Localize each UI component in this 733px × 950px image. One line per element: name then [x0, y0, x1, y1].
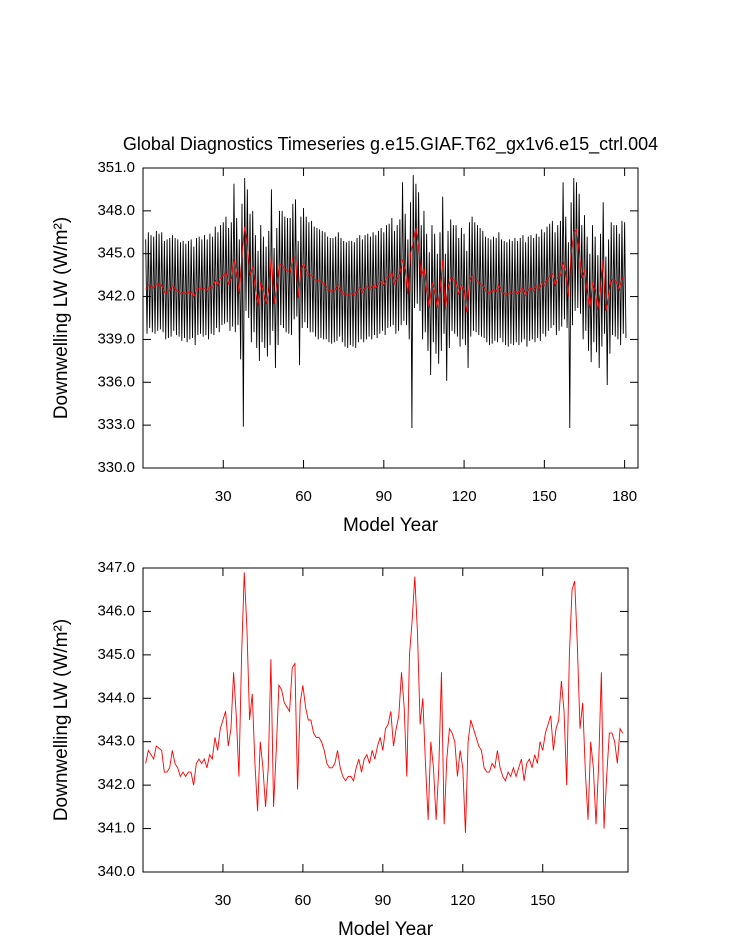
x-tick-label: 180 — [612, 488, 637, 505]
x-axis-title: Model Year — [343, 515, 439, 536]
plot-area — [145, 572, 624, 833]
data-line — [145, 572, 624, 833]
y-tick-label: 344.0 — [97, 689, 135, 706]
panel: 340.0 341.0 342.0 343.0 344.0 345.0 346.0 347.0… — [51, 559, 629, 940]
panel: 330.0 333.0 336.0 339.0 342.0 345.0 348.0 351.0… — [51, 134, 658, 536]
plot-frame — [142, 167, 639, 469]
y-tick-label: 342.0 — [97, 776, 135, 793]
y-tick-label: 347.0 — [97, 559, 135, 576]
y-tick-label: 342.0 — [97, 288, 135, 305]
y-tick-label: 346.0 — [97, 602, 135, 619]
y-tick-label: 339.0 — [97, 330, 135, 347]
data-line — [145, 226, 625, 313]
x-tick-label: 30 — [215, 488, 232, 505]
x-tick-label: 90 — [375, 488, 392, 505]
x-tick-label: 120 — [450, 892, 475, 909]
y-tick-label: 348.0 — [97, 202, 135, 219]
x-tick-label: 120 — [452, 488, 477, 505]
y-tick-label: 333.0 — [97, 416, 135, 433]
y-tick-label: 345.0 — [97, 646, 135, 663]
y-tick-label: 330.0 — [97, 459, 135, 476]
x-tick-label: 150 — [530, 892, 555, 909]
y-axis-title: Downwelling LW (W/m²) — [51, 217, 72, 419]
y-tick-label: 336.0 — [97, 373, 135, 390]
plot-area — [145, 175, 627, 429]
x-tick-label: 60 — [295, 892, 312, 909]
plot-frame — [142, 567, 629, 873]
y-tick-label: 351.0 — [97, 159, 135, 176]
y-tick-label: 345.0 — [97, 245, 135, 262]
y-tick-label: 341.0 — [97, 820, 135, 837]
data-line — [145, 175, 627, 429]
x-tick-label: 150 — [532, 488, 557, 505]
y-tick-label: 340.0 — [97, 863, 135, 880]
x-tick-label: 30 — [215, 892, 232, 909]
x-tick-label: 60 — [295, 488, 312, 505]
x-axis-title: Model Year — [338, 919, 434, 940]
y-tick-label: 343.0 — [97, 733, 135, 750]
chart-title: Global Diagnostics Timeseries g.e15.GIAF… — [123, 134, 658, 155]
y-axis-title: Downwelling LW (W/m²) — [51, 619, 72, 821]
x-tick-label: 90 — [374, 892, 391, 909]
